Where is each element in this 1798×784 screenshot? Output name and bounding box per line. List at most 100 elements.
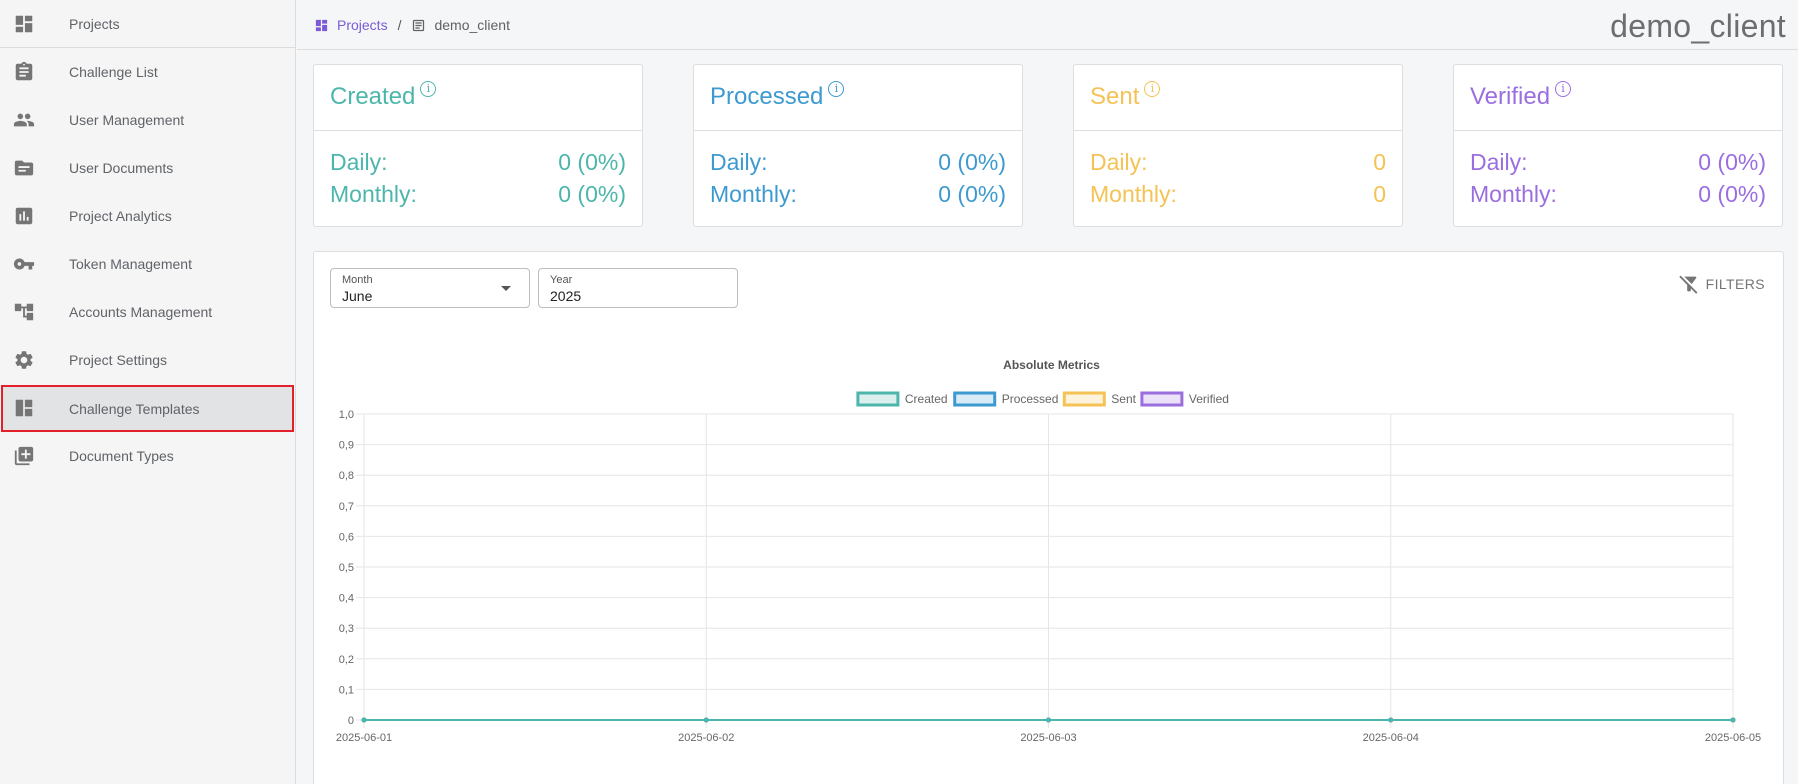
sidebar-item-project-settings[interactable]: Project Settings	[0, 336, 296, 384]
daily-label: Daily:	[330, 149, 388, 175]
info-icon[interactable]: i	[1555, 81, 1572, 97]
monthly-label: Monthly:	[330, 181, 417, 207]
metric-card-processed: Processed i Daily: 0 (0%) Monthly: 0 (0%)	[693, 64, 1023, 227]
daily-value: 0	[1373, 149, 1386, 175]
info-icon[interactable]: i	[1144, 81, 1161, 97]
dashboard-icon	[314, 18, 329, 33]
y-tick-label: 0,8	[339, 470, 354, 482]
sidebar-item-label: Project Settings	[69, 352, 168, 368]
sidebar-item-label: Challenge Templates	[69, 400, 200, 417]
sidebar-item-user-management[interactable]: User Management	[0, 96, 296, 144]
sidebar-item-token-management[interactable]: Token Management	[0, 240, 296, 288]
daily-label: Daily:	[1090, 149, 1148, 175]
data-point-created	[1046, 717, 1051, 723]
y-tick-label: 0,5	[339, 562, 354, 574]
sidebar-item-projects[interactable]: Projects	[0, 0, 296, 48]
year-input-label: Year	[550, 274, 573, 286]
sidebar-item-label: User Management	[69, 112, 185, 128]
breadcrumb: Projects / demo_client	[314, 17, 510, 33]
folder-icon	[13, 157, 35, 179]
bar-chart-icon	[13, 205, 35, 227]
data-point-created	[1388, 717, 1394, 723]
clipboard-icon	[13, 61, 35, 83]
y-tick-label: 1,0	[339, 409, 354, 421]
chevron-down-icon	[501, 286, 511, 291]
y-tick-label: 0,9	[339, 440, 354, 452]
daily-label: Daily:	[710, 149, 768, 175]
daily-value: 0 (0%)	[938, 149, 1006, 175]
header: Projects / demo_client demo_client	[297, 0, 1798, 50]
sidebar-item-label: Accounts Management	[69, 304, 213, 320]
x-tick-label: 2025-06-02	[678, 732, 734, 744]
legend-swatch-sent	[1062, 391, 1106, 407]
info-icon[interactable]: i	[420, 81, 437, 97]
sidebar-item-label: Project Analytics	[69, 208, 172, 224]
info-icon[interactable]: i	[828, 81, 845, 97]
sidebar-item-challenge-list[interactable]: Challenge List	[0, 48, 296, 96]
month-select-value: June	[342, 288, 373, 304]
y-tick-label: 0,4	[339, 593, 354, 605]
legend-swatch-created	[856, 391, 900, 407]
metric-card-created: Created i Daily: 0 (0%) Monthly: 0 (0%)	[313, 64, 643, 227]
year-input[interactable]: Year 2025	[538, 268, 738, 308]
absolute-metrics-chart: Absolute Metrics Created Processed Sent Veri…	[336, 358, 1761, 744]
filter-off-icon	[1678, 275, 1698, 294]
legend-swatch-verified	[1140, 391, 1184, 407]
sidebar-item-document-types[interactable]: Document Types	[0, 432, 296, 480]
document-icon	[411, 18, 426, 33]
y-tick-label: 0	[348, 715, 354, 727]
key-icon	[13, 253, 35, 275]
x-tick-label: 2025-06-04	[1363, 732, 1419, 744]
daily-label: Daily:	[1470, 149, 1528, 175]
legend-label-sent: Sent	[1111, 392, 1136, 406]
metric-card-sent: Sent i Daily: 0 Monthly: 0	[1073, 64, 1403, 227]
data-point-created	[361, 717, 367, 723]
dashboard-icon	[13, 13, 35, 35]
sidebar-item-label: Challenge List	[69, 64, 158, 80]
card-title: Processed	[710, 83, 824, 110]
sidebar-item-challenge-templates[interactable]: Challenge Templates	[1, 385, 294, 432]
filters-label: FILTERS	[1705, 276, 1765, 292]
page-title: demo_client	[1610, 8, 1786, 44]
monthly-label: Monthly:	[710, 181, 797, 207]
monthly-value: 0 (0%)	[1698, 181, 1766, 207]
sidebar-item-label: Projects	[69, 15, 120, 32]
breadcrumb-projects-link[interactable]: Projects	[337, 17, 388, 33]
data-point-created	[1730, 717, 1736, 723]
legend-label-processed: Processed	[1002, 392, 1059, 406]
y-tick-label: 0,7	[339, 501, 354, 513]
breadcrumb-current: demo_client	[434, 17, 510, 33]
document-types-icon	[13, 445, 35, 467]
card-title: Sent	[1090, 83, 1140, 110]
monthly-value: 0 (0%)	[938, 181, 1006, 207]
month-select[interactable]: Month June	[330, 268, 530, 308]
gear-icon	[13, 349, 35, 371]
year-input-value: 2025	[550, 288, 582, 304]
sidebar-item-accounts-management[interactable]: Accounts Management	[0, 288, 296, 336]
daily-value: 0 (0%)	[1698, 149, 1766, 175]
metric-card-verified: Verified i Daily: 0 (0%) Monthly: 0 (0%)	[1453, 64, 1783, 227]
legend-label-created: Created	[905, 392, 948, 406]
sidebar: Projects Challenge List User Management …	[0, 0, 296, 784]
chart-panel: Month June Year 2025 FILTERS Absolute Me…	[313, 251, 1784, 784]
x-tick-label: 2025-06-03	[1020, 732, 1076, 744]
month-select-label: Month	[342, 274, 373, 286]
people-icon	[13, 109, 35, 131]
template-icon	[13, 397, 35, 419]
monthly-value: 0	[1373, 181, 1386, 207]
card-title: Verified	[1470, 83, 1551, 110]
x-tick-label: 2025-06-05	[1705, 732, 1761, 744]
breadcrumb-separator: /	[397, 17, 402, 33]
y-tick-label: 0,2	[339, 654, 354, 666]
monthly-label: Monthly:	[1090, 181, 1177, 207]
sidebar-item-label: Token Management	[69, 256, 192, 272]
legend-swatch-processed	[953, 391, 997, 407]
sidebar-item-project-analytics[interactable]: Project Analytics	[0, 192, 296, 240]
sidebar-item-user-documents[interactable]: User Documents	[0, 144, 296, 192]
data-point-created	[703, 717, 709, 723]
monthly-label: Monthly:	[1470, 181, 1557, 207]
legend-label-verified: Verified	[1189, 392, 1229, 406]
card-title: Created	[330, 83, 416, 110]
sidebar-item-label: User Documents	[69, 160, 174, 176]
filters-button[interactable]: FILTERS	[1678, 273, 1765, 295]
